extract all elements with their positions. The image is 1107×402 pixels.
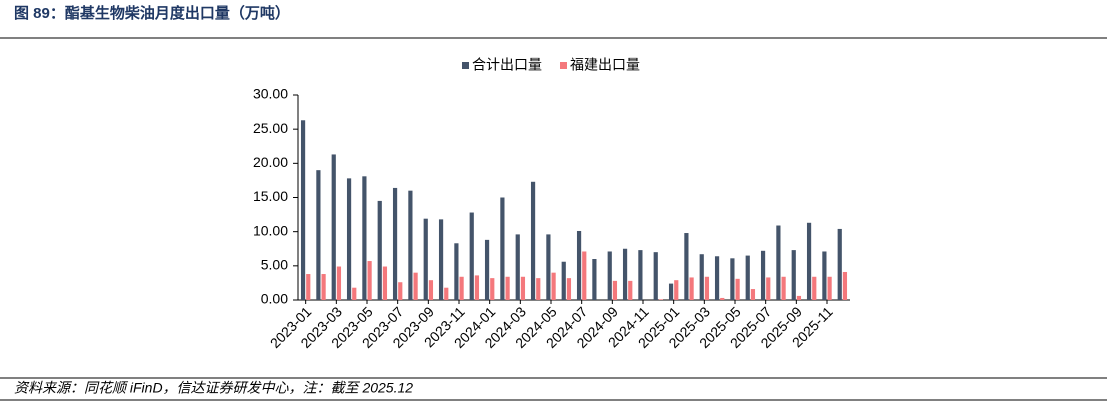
bar — [812, 276, 817, 300]
bar — [520, 276, 526, 300]
bar — [346, 178, 352, 300]
y-tick-label: 15.00 — [253, 188, 288, 204]
source-note: 资料来源：同花顺 iFinD，信达证券研发中心，注：截至 2025.12 — [14, 380, 413, 396]
bar — [576, 230, 582, 300]
bar — [658, 299, 664, 300]
bar — [500, 197, 505, 300]
legend-label: 福建出口量 — [570, 57, 640, 73]
bar — [362, 176, 367, 300]
bar — [444, 287, 449, 300]
bar — [684, 233, 689, 300]
bar — [668, 283, 674, 300]
bar — [459, 276, 464, 300]
bar — [653, 252, 658, 300]
bar — [730, 258, 735, 300]
bar — [750, 289, 756, 300]
bar — [428, 280, 434, 300]
bar — [392, 187, 398, 300]
bar — [766, 277, 771, 300]
bar — [306, 274, 311, 300]
bar — [699, 254, 704, 300]
bar — [607, 251, 612, 300]
bar — [331, 154, 336, 300]
bar — [638, 250, 643, 300]
y-tick-label: 10.00 — [253, 222, 288, 238]
bar — [806, 222, 812, 300]
bar — [842, 271, 848, 300]
bar — [300, 120, 306, 301]
bar — [796, 295, 802, 300]
bar — [566, 278, 572, 300]
bar — [827, 276, 832, 300]
bar — [760, 250, 766, 300]
bar — [530, 181, 536, 300]
bar — [484, 239, 490, 300]
bar — [561, 261, 566, 300]
y-tick-label: 30.00 — [253, 86, 288, 102]
bar — [377, 200, 382, 300]
bar — [474, 275, 480, 300]
bar — [469, 212, 474, 300]
bar — [454, 243, 459, 300]
bar — [791, 250, 796, 300]
legend-swatch — [462, 62, 469, 69]
bar — [408, 190, 413, 300]
bar — [321, 274, 326, 300]
bar — [505, 276, 510, 300]
bar — [438, 219, 444, 300]
bar — [781, 276, 786, 300]
bar — [336, 266, 342, 300]
bar — [628, 280, 633, 300]
bar — [536, 278, 541, 300]
bar — [612, 280, 618, 300]
bar — [582, 251, 587, 300]
bar — [316, 170, 321, 300]
bar — [822, 251, 827, 300]
y-tick-label: 20.00 — [253, 154, 288, 170]
bar — [490, 278, 495, 300]
bar — [352, 287, 357, 300]
bar — [382, 266, 388, 300]
bar — [622, 248, 628, 300]
y-tick-label: 0.00 — [261, 291, 288, 307]
bar — [674, 280, 679, 300]
bar — [720, 297, 725, 300]
bar — [837, 228, 842, 300]
bar — [592, 259, 597, 300]
bar — [704, 276, 710, 300]
y-tick-label: 5.00 — [261, 257, 288, 273]
legend-label: 合计出口量 — [472, 57, 542, 73]
legend-swatch — [560, 62, 567, 69]
bar — [735, 278, 740, 300]
bar — [714, 256, 720, 300]
bar — [515, 234, 520, 300]
bar — [745, 255, 750, 300]
bar — [776, 225, 781, 300]
bar — [413, 272, 418, 300]
chart-title: 图 89：酯基生物柴油月度出口量（万吨） — [14, 4, 290, 22]
bar — [546, 234, 551, 300]
bar — [689, 277, 694, 300]
y-tick-label: 25.00 — [253, 120, 288, 136]
bar — [423, 218, 428, 300]
bar — [398, 282, 403, 300]
bar — [551, 272, 556, 300]
bar — [367, 261, 372, 300]
